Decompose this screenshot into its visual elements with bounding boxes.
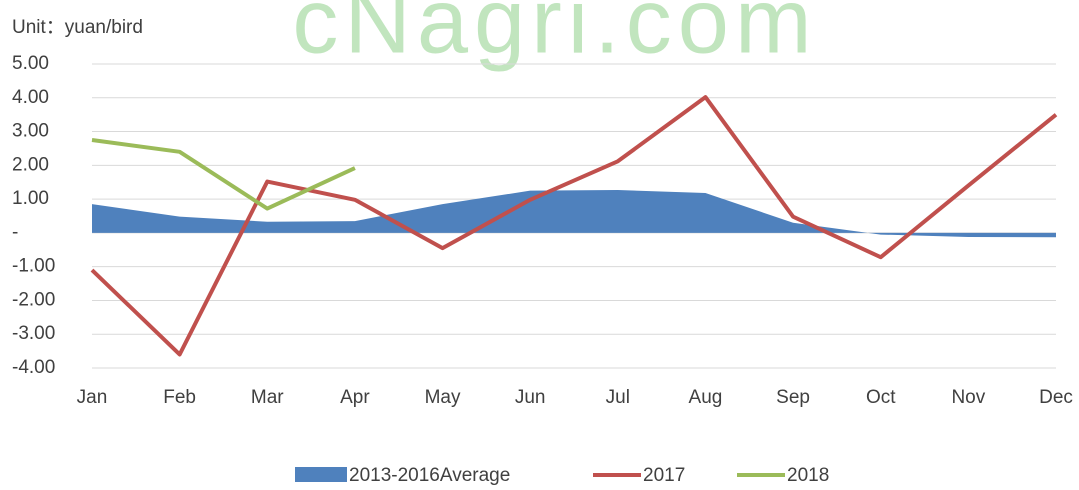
y-tick-label: 1.00 xyxy=(12,188,49,209)
x-tick-label: Dec xyxy=(1039,387,1073,408)
legend-label: 2017 xyxy=(643,465,685,486)
line xyxy=(90,95,1058,357)
y-tick-label: -4.00 xyxy=(12,357,55,378)
area xyxy=(92,189,1056,238)
x-tick-label: Nov xyxy=(951,387,985,408)
watermark: cNagri.com xyxy=(292,0,817,72)
x-tick-label: Jan xyxy=(77,387,108,408)
legend-label: 2018 xyxy=(787,465,829,486)
y-tick-label: 2.00 xyxy=(12,154,49,175)
y-tick-label: - xyxy=(12,222,18,243)
x-tick-label: Jun xyxy=(515,387,546,408)
y-tick-label: -3.00 xyxy=(12,323,55,344)
x-tick-label: Mar xyxy=(251,387,284,408)
unit-label: Unit：yuan/bird xyxy=(12,17,143,38)
legend-label: 2013-2016Average xyxy=(349,465,510,486)
x-tick-label: Jul xyxy=(606,387,630,408)
y-tick-label: 5.00 xyxy=(12,53,49,74)
x-tick-label: Feb xyxy=(163,387,196,408)
y-tick-label: -2.00 xyxy=(12,289,55,310)
y-tick-label: 4.00 xyxy=(12,87,49,108)
x-tick-label: Apr xyxy=(340,387,370,408)
line xyxy=(91,138,356,211)
x-tick-label: Oct xyxy=(866,387,896,408)
x-tick-label: Aug xyxy=(689,387,723,408)
x-tick-label: Sep xyxy=(776,387,810,408)
x-tick-label: May xyxy=(425,387,461,408)
legend-swatch xyxy=(295,467,347,482)
y-tick-label: -1.00 xyxy=(12,256,55,277)
y-tick-label: 3.00 xyxy=(12,121,49,142)
